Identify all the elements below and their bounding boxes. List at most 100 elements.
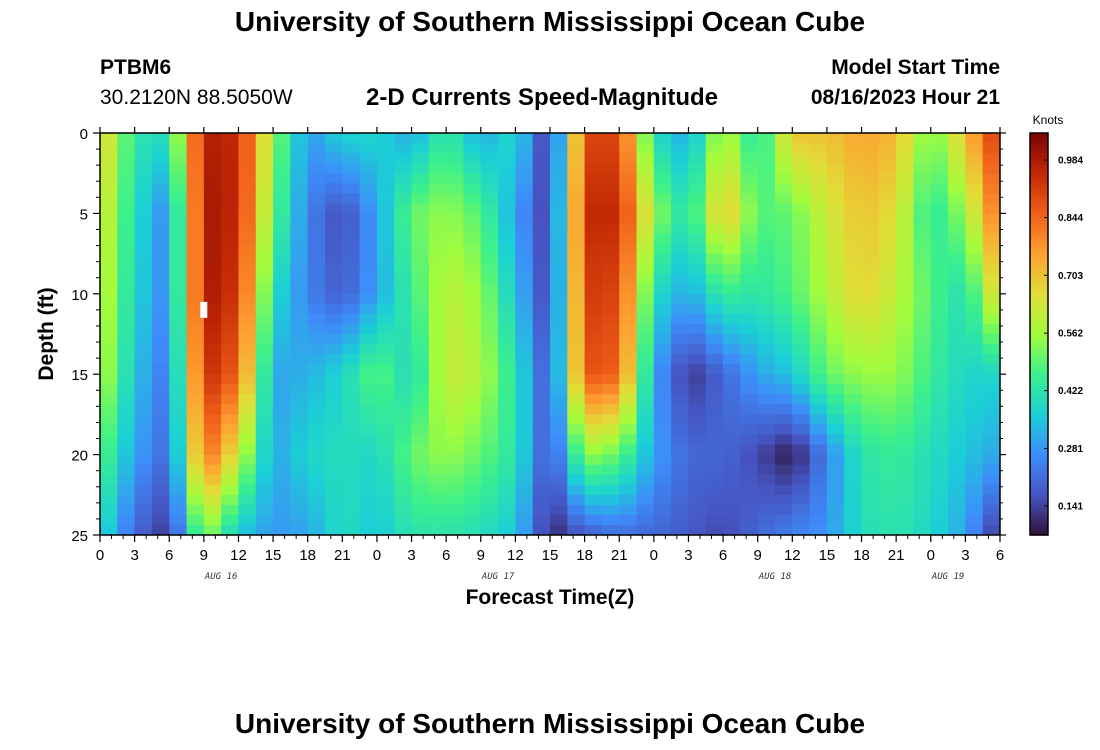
heatmap-cell [792, 464, 811, 476]
heatmap-cell [705, 424, 724, 436]
heatmap-cell [480, 313, 499, 325]
heatmap-cell [203, 494, 222, 506]
heatmap-cell [428, 394, 447, 405]
heatmap-cell [169, 394, 188, 405]
heatmap-cell [359, 153, 378, 164]
heatmap-cell [653, 143, 672, 154]
heatmap-cell [515, 173, 534, 184]
heatmap-cell [826, 354, 845, 365]
heatmap-cell [550, 243, 568, 255]
heatmap-cell [584, 173, 603, 184]
heatmap-cell [861, 504, 880, 516]
heatmap-cell [878, 303, 897, 315]
heatmap-cell [550, 394, 568, 405]
heatmap-cell [775, 313, 793, 325]
heatmap-cell [636, 243, 655, 255]
heatmap-cell [221, 213, 240, 225]
heatmap-cell [740, 313, 759, 325]
heatmap-cell [532, 494, 551, 506]
heatmap-cell [965, 334, 984, 345]
heatmap-cell [359, 263, 378, 275]
heatmap-cell [550, 273, 568, 285]
heatmap-cell [601, 253, 620, 265]
heatmap-cell [653, 464, 672, 476]
y-tick-label: 20 [71, 448, 88, 465]
colorbar-segment [1030, 169, 1048, 174]
heatmap-cell [896, 414, 915, 426]
heatmap-cell [775, 183, 793, 194]
heatmap-cell [169, 434, 188, 446]
heatmap-cell [273, 313, 291, 325]
heatmap-cell [359, 303, 378, 315]
heatmap-cell [550, 173, 568, 184]
heatmap-cell [151, 163, 170, 174]
heatmap-cell [688, 273, 707, 285]
colorbar-segment [1030, 257, 1048, 263]
heatmap-cell [238, 394, 257, 405]
heatmap-cell [203, 354, 222, 365]
heatmap-cell [861, 354, 880, 365]
heatmap-cell [221, 514, 240, 526]
heatmap-cell [117, 464, 136, 476]
heatmap-cell [705, 223, 724, 235]
heatmap-cell [446, 313, 465, 325]
heatmap-cell [636, 233, 655, 245]
heatmap-cell [896, 454, 915, 466]
heatmap-cell [134, 354, 153, 365]
heatmap-cell [740, 394, 759, 405]
heatmap-cell [411, 354, 430, 365]
heatmap-cell [965, 354, 984, 365]
heatmap-cell [740, 193, 759, 204]
heatmap-cell [307, 163, 326, 174]
heatmap-cell [965, 283, 984, 295]
heatmap-cell [117, 484, 136, 496]
heatmap-cell [878, 394, 897, 405]
heatmap-cell [619, 434, 638, 446]
heatmap-cell [948, 454, 966, 466]
heatmap-cell [100, 223, 118, 235]
heatmap-cell [601, 153, 620, 164]
colorbar-tick-label: 0.562 [1058, 329, 1083, 340]
heatmap-cell [498, 313, 516, 325]
heatmap-cell [705, 143, 724, 154]
heatmap-cell [498, 153, 516, 164]
heatmap-cell [221, 253, 240, 265]
heatmap-cell [809, 404, 828, 415]
heatmap-cell [913, 223, 932, 235]
heatmap-cell [965, 404, 984, 415]
heatmap-cell [653, 283, 672, 295]
heatmap-cell [653, 313, 672, 325]
heatmap-cell [290, 394, 309, 405]
heatmap-cell [601, 464, 620, 476]
heatmap-cell [619, 454, 638, 466]
heatmap-cell [913, 313, 932, 325]
heatmap-cell [203, 323, 222, 335]
heatmap-cell [826, 504, 845, 516]
heatmap-cell [134, 414, 153, 426]
heatmap-cell [238, 253, 257, 265]
heatmap-cell [982, 364, 1000, 375]
heatmap-cell [550, 494, 568, 506]
heatmap-cell [532, 133, 551, 144]
colorbar-segment [1030, 317, 1048, 323]
heatmap-cell [826, 173, 845, 184]
heatmap-cell [878, 253, 897, 265]
heatmap-cell [359, 213, 378, 225]
heatmap-cell [861, 384, 880, 395]
heatmap-cell [844, 323, 863, 335]
heatmap-cell [100, 143, 118, 154]
heatmap-cell [342, 344, 361, 355]
heatmap-cell [792, 364, 811, 375]
heatmap-cell [376, 133, 395, 144]
heatmap-cell [723, 524, 741, 535]
heatmap-cell [463, 474, 482, 486]
heatmap-cell [532, 374, 551, 385]
heatmap-cell [376, 354, 395, 365]
heatmap-cell [151, 454, 170, 466]
heatmap-cell [532, 414, 551, 426]
heatmap-cell [688, 404, 707, 415]
heatmap-cell [619, 153, 638, 164]
colorbar-segment [1030, 313, 1048, 319]
heatmap-cell [203, 444, 222, 456]
heatmap-cell [186, 384, 205, 395]
